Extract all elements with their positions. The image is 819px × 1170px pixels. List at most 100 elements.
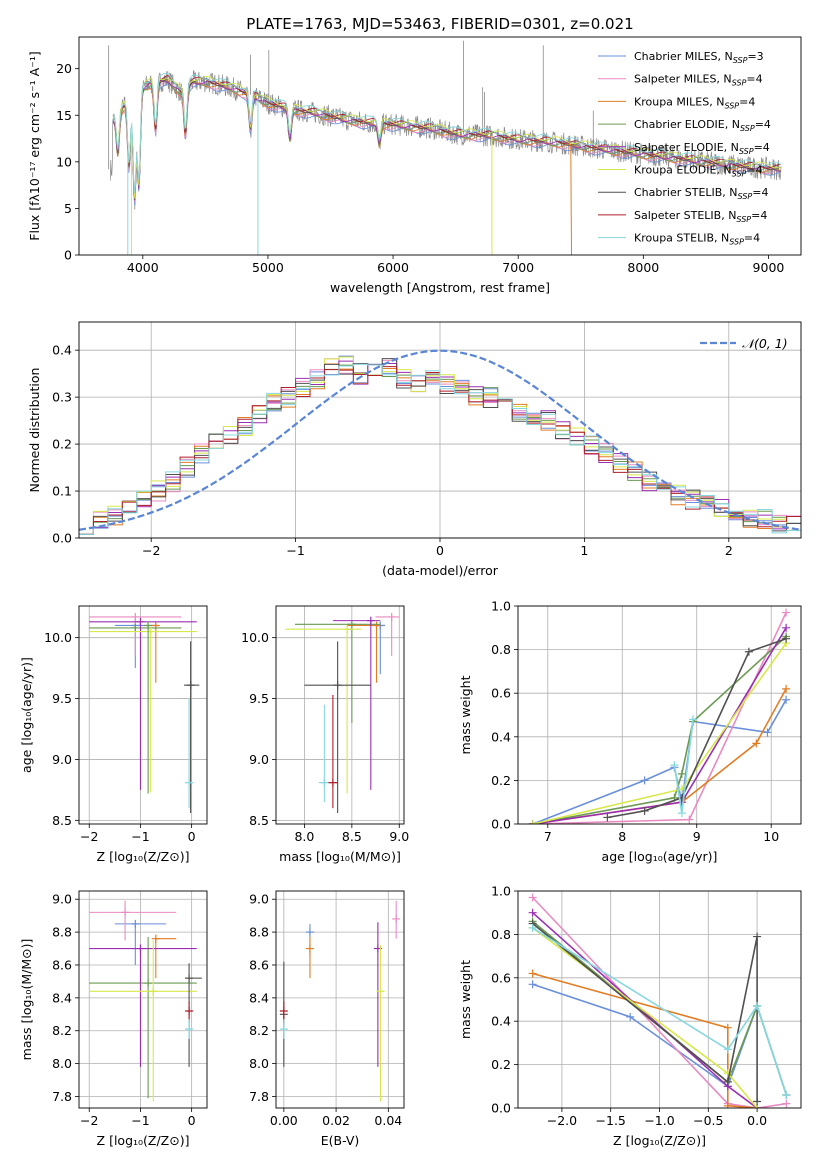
x-tick-label: 8.0 bbox=[294, 829, 314, 844]
x-tick-label: −1.5 bbox=[596, 1113, 626, 1128]
plot-area-residuals bbox=[79, 349, 801, 535]
weight-point bbox=[603, 813, 612, 822]
plot-area-spectrum bbox=[108, 40, 782, 255]
axes-frame bbox=[517, 890, 802, 1109]
figure-title: PLATE=1763, MJD=53463, FIBERID=0301, z=0… bbox=[246, 15, 633, 33]
data-point bbox=[144, 621, 153, 630]
data-point bbox=[136, 944, 145, 953]
axes-frame bbox=[275, 890, 405, 1109]
data-point bbox=[121, 908, 130, 917]
y-tick-label: 9.0 bbox=[249, 752, 269, 767]
plot-area-weight-Z bbox=[528, 893, 791, 1108]
y-axis-label: mass weight bbox=[458, 675, 473, 754]
x-tick-label: 8.5 bbox=[342, 829, 362, 844]
data-point bbox=[186, 681, 195, 690]
y-axis-label: Flux [fλ10⁻¹⁷ erg cm⁻² s⁻¹ A⁻¹] bbox=[27, 51, 42, 240]
weight-point bbox=[782, 634, 791, 643]
legend-label: Chabrier MILES, NSSP=3 bbox=[634, 50, 764, 65]
y-tick-label: 9.5 bbox=[52, 691, 72, 706]
data-point bbox=[387, 612, 396, 621]
weight-point bbox=[528, 923, 537, 932]
x-tick-label: 2 bbox=[725, 543, 733, 558]
y-tick-label: 0.4 bbox=[52, 343, 72, 358]
legend-label: Salpeter MILES, NSSP=4 bbox=[634, 73, 763, 88]
weight-point bbox=[685, 815, 694, 824]
x-axis-label: (data-model)/error bbox=[382, 563, 499, 578]
weight-line bbox=[532, 922, 758, 1102]
data-point bbox=[131, 612, 140, 621]
plot-area-age-Z bbox=[89, 612, 200, 814]
weight-line bbox=[532, 612, 787, 824]
weight-point bbox=[782, 1099, 791, 1108]
x-tick-label: 0 bbox=[188, 1113, 196, 1128]
x-axis-label: Z [log₁₀(Z/Z⊙)] bbox=[613, 1133, 706, 1148]
plot-area-mass-Z bbox=[89, 900, 202, 1102]
y-tick-label: 0.2 bbox=[491, 1057, 511, 1072]
x-tick-label: 8000 bbox=[627, 260, 659, 275]
weight-point bbox=[640, 806, 649, 815]
weight-point bbox=[528, 908, 537, 917]
weight-point bbox=[782, 608, 791, 617]
y-tick-label: 0.6 bbox=[491, 970, 511, 985]
x-tick-label: 7 bbox=[544, 829, 552, 844]
y-tick-label: 0.6 bbox=[491, 686, 511, 701]
x-tick-label: −2 bbox=[80, 1113, 98, 1128]
y-tick-label: 0.3 bbox=[52, 390, 72, 405]
x-tick-label: 6000 bbox=[377, 260, 409, 275]
x-tick-label: 0.02 bbox=[322, 1113, 350, 1128]
data-point bbox=[279, 1007, 288, 1016]
y-tick-label: 0.0 bbox=[491, 1101, 511, 1116]
data-point bbox=[392, 914, 401, 923]
y-tick-label: 9.0 bbox=[52, 892, 72, 907]
legend-label: Salpeter ELODIE, NSSP=4 bbox=[634, 141, 770, 156]
y-tick-label: 8.2 bbox=[52, 1023, 72, 1038]
y-tick-label: 0.4 bbox=[491, 729, 511, 744]
x-axis-label: wavelength [Angstrom, rest frame] bbox=[330, 280, 550, 295]
data-point bbox=[366, 616, 375, 625]
y-axis-label: Normed distribution bbox=[27, 368, 42, 493]
panel-mass-Z: −2 −1 0 7.8 8.0 8.2 8.4 8.6 8.8 9.0 Z [log₁₀(Z/Z⊙)… bbox=[19, 890, 208, 1148]
y-tick-label: 20 bbox=[56, 61, 72, 76]
y-tick-label: 0.0 bbox=[491, 817, 511, 832]
x-axis-label: mass [log₁₀(M/M⊙)] bbox=[279, 849, 401, 864]
panel-mass-EBV: 0.00 0.02 0.04 7.8 8.0 8.2 8.4 8.6 8.8 9.0 E(B-V) bbox=[249, 890, 405, 1148]
x-tick-label: 4000 bbox=[127, 260, 159, 275]
normal-curve bbox=[79, 349, 801, 531]
weight-point bbox=[782, 1090, 791, 1099]
x-tick-label: 0.00 bbox=[270, 1113, 298, 1128]
spectrum-model-line bbox=[112, 82, 781, 206]
weight-point bbox=[723, 1101, 732, 1108]
residual-histogram bbox=[79, 363, 801, 535]
weight-point bbox=[782, 623, 791, 632]
x-tick-label: 0.04 bbox=[374, 1113, 402, 1128]
y-tick-label: 8.0 bbox=[52, 1056, 72, 1071]
model-dropout bbox=[568, 144, 573, 255]
data-point bbox=[185, 974, 194, 983]
spectrum-model-line bbox=[112, 79, 781, 200]
x-tick-label: 7000 bbox=[502, 260, 534, 275]
y-tick-label: 8.4 bbox=[249, 990, 269, 1005]
weight-point bbox=[689, 715, 698, 724]
x-tick-label: 0 bbox=[436, 543, 444, 558]
data-point bbox=[347, 620, 356, 629]
panel-weight-age: 7 8 9 10 0.0 0.2 0.4 0.6 0.8 1.0 age [log₁₀(age/yr… bbox=[458, 599, 802, 864]
weight-point bbox=[640, 776, 649, 785]
y-tick-label: 9.0 bbox=[52, 752, 72, 767]
x-axis-label: Z [log₁₀(Z/Z⊙)] bbox=[97, 1133, 190, 1148]
x-tick-label: 1 bbox=[580, 543, 588, 558]
y-tick-label: 8.8 bbox=[249, 925, 269, 940]
axes-frame bbox=[78, 605, 208, 825]
y-tick-label: 8.8 bbox=[52, 925, 72, 940]
weight-point bbox=[528, 980, 537, 989]
y-tick-label: 1.0 bbox=[491, 599, 511, 614]
spectrum-model-line bbox=[112, 75, 781, 199]
weight-point bbox=[723, 1077, 732, 1086]
x-axis-label: age [log₁₀(age/yr)] bbox=[602, 849, 718, 864]
weight-line bbox=[532, 688, 787, 824]
y-tick-label: 8.6 bbox=[52, 957, 72, 972]
y-tick-label: 0.2 bbox=[52, 437, 72, 452]
data-point bbox=[343, 625, 352, 634]
y-tick-label: 8.4 bbox=[52, 990, 72, 1005]
weight-point bbox=[626, 1012, 635, 1021]
panel-age-mass: 8.0 8.5 9.0 8.5 9.0 9.5 10.0 mass [log₁₀(M/M⊙)] bbox=[241, 605, 409, 864]
